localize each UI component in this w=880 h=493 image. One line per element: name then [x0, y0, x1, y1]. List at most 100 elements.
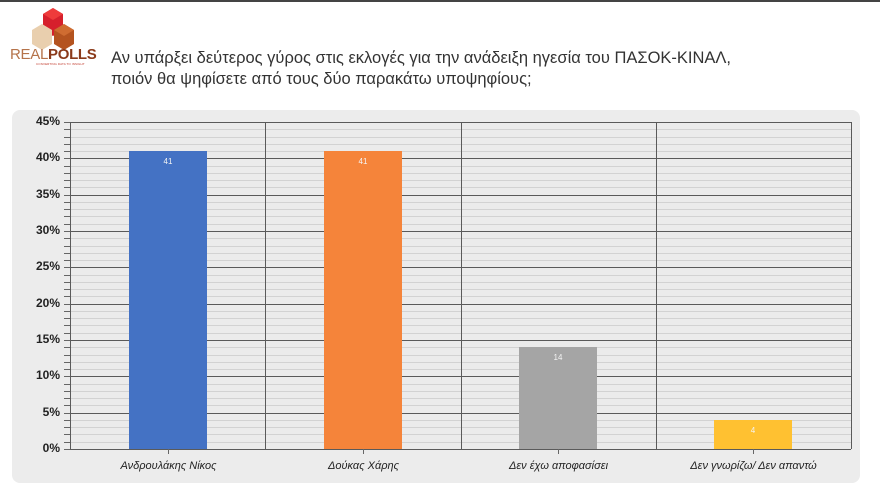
y-tick-mark — [64, 311, 70, 312]
minor-gridline — [70, 275, 851, 276]
minor-gridline — [70, 405, 851, 406]
minor-gridline — [70, 398, 851, 399]
y-tick-mark — [64, 209, 70, 210]
minor-gridline — [70, 355, 851, 356]
minor-gridline — [70, 442, 851, 443]
y-tick-mark — [64, 187, 70, 188]
y-tick-mark — [64, 129, 70, 130]
minor-gridline — [70, 391, 851, 392]
major-gridline — [70, 413, 851, 414]
minor-gridline — [70, 347, 851, 348]
minor-gridline — [70, 129, 851, 130]
minor-gridline — [70, 325, 851, 326]
y-tick-mark — [64, 325, 70, 326]
logo-real: REAL — [10, 46, 48, 63]
y-axis-label: 45% — [35, 114, 60, 128]
bar-value-label: 41 — [163, 157, 173, 166]
y-tick-mark — [64, 137, 70, 138]
y-tick-mark — [64, 180, 70, 181]
y-tick-mark — [64, 166, 70, 167]
y-tick-mark — [64, 195, 70, 196]
y-tick-mark — [64, 340, 70, 341]
y-axis-label: 40% — [35, 150, 60, 165]
y-tick-mark — [64, 333, 70, 334]
y-axis-label: 20% — [35, 295, 60, 310]
minor-gridline — [70, 260, 851, 261]
y-tick-mark — [64, 275, 70, 276]
minor-gridline — [70, 151, 851, 152]
category-divider — [851, 122, 852, 449]
category-divider — [70, 122, 71, 449]
y-tick-mark — [64, 355, 70, 356]
minor-gridline — [70, 427, 851, 428]
major-gridline — [70, 267, 851, 268]
minor-gridline — [70, 282, 851, 283]
minor-gridline — [70, 311, 851, 312]
minor-gridline — [70, 202, 851, 203]
y-tick-mark — [64, 347, 70, 348]
bar-value-label: 41 — [358, 157, 368, 166]
minor-gridline — [70, 420, 851, 421]
y-tick-mark — [64, 296, 70, 297]
minor-gridline — [70, 289, 851, 290]
y-tick-mark — [64, 231, 70, 232]
logo-tagline: CONVERTING DATA TO INSIGHT — [36, 62, 85, 66]
y-tick-mark — [64, 224, 70, 225]
x-axis-label: Δεν γνωρίζω/ Δεν απαντώ — [690, 460, 817, 472]
minor-gridline — [70, 180, 851, 181]
y-tick-mark — [64, 376, 70, 377]
category-divider — [461, 122, 462, 449]
y-axis-label: 0% — [42, 441, 60, 455]
y-tick-mark — [64, 202, 70, 203]
minor-gridline — [70, 333, 851, 334]
major-gridline — [70, 340, 851, 341]
y-tick-mark — [64, 434, 70, 435]
y-tick-mark — [64, 216, 70, 217]
y-tick-mark — [64, 427, 70, 428]
y-axis-label: 15% — [35, 332, 60, 346]
minor-gridline — [70, 209, 851, 210]
minor-gridline — [70, 434, 851, 435]
y-tick-mark — [64, 413, 70, 414]
y-tick-mark — [64, 122, 70, 123]
bar: 41 — [324, 151, 402, 449]
y-tick-mark — [64, 304, 70, 305]
y-tick-mark — [64, 282, 70, 283]
minor-gridline — [70, 216, 851, 217]
bar: 14 — [519, 347, 597, 449]
major-gridline — [70, 122, 851, 123]
minor-gridline — [70, 187, 851, 188]
minor-gridline — [70, 166, 851, 167]
minor-gridline — [70, 238, 851, 239]
y-tick-mark — [64, 391, 70, 392]
y-tick-mark — [64, 267, 70, 268]
minor-gridline — [70, 224, 851, 225]
minor-gridline — [70, 144, 851, 145]
major-gridline — [70, 304, 851, 305]
y-axis-label: 30% — [35, 223, 60, 237]
y-tick-mark — [64, 238, 70, 239]
y-tick-mark — [64, 289, 70, 290]
x-tick-mark — [558, 449, 559, 454]
y-axis-label: 5% — [42, 404, 60, 419]
minor-gridline — [70, 384, 851, 385]
major-gridline — [70, 231, 851, 232]
x-tick-mark — [363, 449, 364, 454]
major-gridline — [70, 158, 851, 159]
y-tick-mark — [64, 362, 70, 363]
y-tick-mark — [64, 246, 70, 247]
bar-value-label: 4 — [750, 426, 756, 435]
major-gridline — [70, 449, 851, 450]
minor-gridline — [70, 137, 851, 138]
bar: 41 — [129, 151, 207, 449]
chart-title: Αν υπάρξει δεύτερος γύρος στις εκλογές γ… — [111, 48, 811, 90]
y-tick-mark — [64, 420, 70, 421]
minor-gridline — [70, 173, 851, 174]
logo-polls: POLLS — [48, 46, 97, 63]
y-axis-label: 25% — [35, 259, 60, 274]
x-axis-label: Δεν έχω αποφασίσει — [508, 460, 609, 472]
top-border — [0, 0, 880, 2]
category-divider — [656, 122, 657, 449]
bar-value-label: 14 — [553, 353, 563, 362]
plot-area: 41 41 14 4 — [64, 122, 852, 454]
